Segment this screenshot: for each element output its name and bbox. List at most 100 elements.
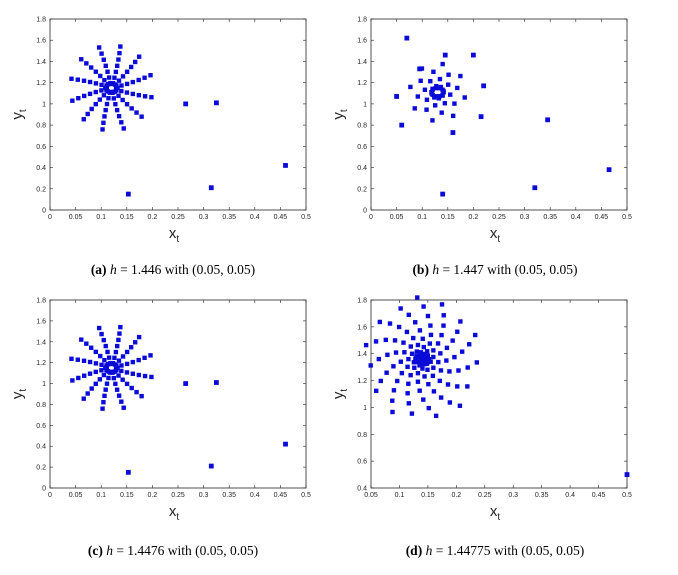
x-tick-label-c: 0.5 bbox=[301, 492, 311, 499]
y-tick-label-b: 0.8 bbox=[357, 123, 367, 130]
y-tick-label-d: 1 bbox=[363, 405, 367, 412]
data-point bbox=[440, 92, 445, 97]
data-point bbox=[425, 367, 430, 372]
data-point bbox=[117, 331, 122, 336]
x-tick-label-b: 0.05 bbox=[390, 214, 404, 221]
y-tick-label-a: 0.4 bbox=[36, 165, 46, 172]
y-tick-label-a: 0.6 bbox=[36, 144, 46, 151]
y-tick-label-b: 1.8 bbox=[357, 17, 367, 24]
data-point bbox=[148, 73, 153, 78]
x-tick-label-c: 0.4 bbox=[250, 492, 260, 499]
y-tick-label-a: 1.2 bbox=[36, 80, 46, 87]
data-point bbox=[445, 382, 451, 387]
data-point bbox=[433, 413, 439, 419]
data-point bbox=[431, 354, 436, 360]
data-point bbox=[139, 114, 144, 119]
markers-c bbox=[69, 324, 288, 475]
data-point bbox=[75, 357, 81, 362]
markers-d bbox=[363, 295, 630, 477]
data-point bbox=[103, 387, 108, 392]
data-point bbox=[387, 321, 393, 326]
data-point bbox=[87, 79, 93, 85]
y-tick-label-c: 1.8 bbox=[36, 298, 46, 305]
y-tick-label-d: 0.4 bbox=[357, 486, 367, 493]
y-tick-label-c: 0.8 bbox=[36, 402, 46, 409]
data-point bbox=[107, 361, 112, 367]
data-point bbox=[450, 338, 455, 343]
data-point bbox=[79, 337, 84, 342]
data-point bbox=[411, 335, 416, 341]
data-point bbox=[124, 69, 130, 74]
y-tick-label-c: 1.2 bbox=[36, 360, 46, 367]
data-point bbox=[457, 403, 463, 408]
data-point bbox=[104, 381, 110, 386]
data-point bbox=[433, 85, 438, 91]
data-point bbox=[124, 349, 130, 355]
data-point bbox=[437, 76, 443, 82]
data-point bbox=[69, 76, 74, 81]
data-point bbox=[439, 332, 444, 338]
plot-a: 0 0.05 0.1 0.15 0.2 0.25 0.3 0.35 0.4 0.45 0.5 0 0.2… bbox=[9, 17, 311, 246]
data-point bbox=[120, 354, 126, 359]
data-point bbox=[111, 361, 116, 367]
data-point bbox=[450, 130, 456, 135]
data-point bbox=[76, 375, 81, 381]
data-point bbox=[96, 45, 102, 50]
y-tick-label-c: 1.4 bbox=[36, 339, 46, 346]
data-point bbox=[208, 185, 214, 191]
y-tick-label-c: 0.6 bbox=[36, 423, 46, 430]
data-point bbox=[474, 360, 480, 365]
data-point bbox=[88, 345, 94, 350]
data-point bbox=[97, 97, 103, 102]
data-point bbox=[114, 368, 119, 373]
x-tick-label-d: 0.35 bbox=[535, 492, 549, 499]
x-tick-label-a: 0 bbox=[48, 214, 52, 221]
data-point bbox=[119, 368, 124, 374]
x-tick-label-d: 0.4 bbox=[565, 492, 575, 499]
data-point bbox=[104, 101, 110, 107]
data-point bbox=[82, 93, 87, 99]
data-point bbox=[121, 126, 126, 131]
y-tick-label-b: 0.4 bbox=[357, 165, 367, 172]
data-point bbox=[373, 388, 379, 394]
data-point bbox=[124, 102, 130, 107]
x-tick-label-c: 0 bbox=[48, 492, 52, 499]
data-point bbox=[399, 122, 405, 128]
x-tick-label-c: 0.45 bbox=[274, 492, 288, 499]
caption-a-label: (a) bbox=[90, 262, 107, 277]
data-point bbox=[148, 353, 153, 358]
data-point bbox=[384, 370, 389, 375]
x-tick-label-d: 0.25 bbox=[478, 492, 492, 499]
caption-d-text: = 1.44775 with (0.05, 0.05) bbox=[435, 543, 585, 558]
caption-b-h: h bbox=[432, 262, 440, 277]
data-point bbox=[440, 87, 445, 92]
y-tick-label-d: 1.6 bbox=[357, 324, 367, 331]
data-point bbox=[117, 50, 122, 56]
data-point bbox=[139, 393, 144, 399]
data-point bbox=[116, 358, 122, 363]
data-point bbox=[446, 72, 451, 77]
data-point bbox=[115, 63, 120, 69]
data-point bbox=[87, 359, 93, 365]
data-point bbox=[93, 361, 99, 366]
data-point bbox=[89, 106, 94, 112]
data-point bbox=[418, 78, 423, 84]
caption-d: (d) h = 1.44775 with (0.05, 0.05) bbox=[330, 543, 660, 559]
data-point bbox=[136, 54, 142, 59]
data-point bbox=[130, 79, 136, 85]
data-point bbox=[431, 69, 436, 74]
data-point bbox=[408, 372, 413, 378]
data-point bbox=[119, 120, 124, 125]
data-point bbox=[120, 377, 125, 382]
data-point bbox=[283, 441, 288, 447]
x-tick-label-c: 0.2 bbox=[148, 492, 158, 499]
data-point bbox=[437, 94, 442, 99]
data-point bbox=[425, 353, 430, 359]
data-point bbox=[69, 356, 74, 362]
data-point bbox=[446, 82, 451, 87]
data-point bbox=[465, 384, 470, 389]
x-tick-label-b: 0.1 bbox=[417, 214, 427, 221]
data-point bbox=[214, 380, 219, 385]
data-point bbox=[424, 97, 430, 102]
data-point bbox=[106, 355, 112, 360]
